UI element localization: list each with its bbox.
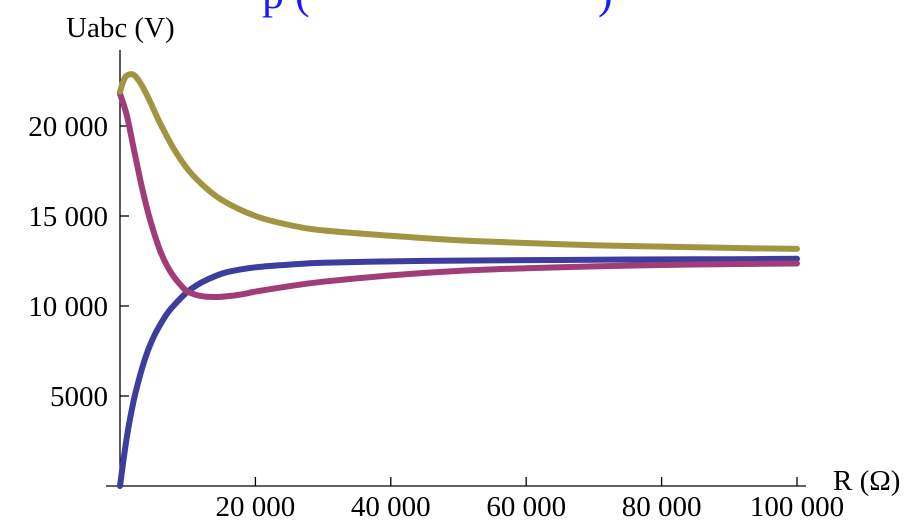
header-fragment-right: ) — [598, 0, 613, 18]
ticks: 20 000 40 000 60 000 80 000 100 000 5000 10 00… — [28, 111, 844, 523]
x-axis-title: R (Ω) — [833, 465, 900, 497]
series-line-blue — [117, 255, 800, 489]
series-line-olive — [117, 71, 800, 252]
y-tick-label: 10 000 — [28, 291, 108, 323]
series-layer — [117, 71, 800, 489]
x-tick-label: 40 000 — [351, 491, 431, 523]
y-tick-label: 15 000 — [28, 201, 108, 233]
series-line-magenta — [117, 90, 800, 300]
x-tick-label: 20 000 — [216, 491, 296, 523]
y-tick-label: 5000 — [50, 381, 108, 413]
y-axis-title: Uabc (V) — [66, 12, 175, 44]
y-tick-label: 20 000 — [28, 111, 108, 143]
x-tick-label: 80 000 — [622, 491, 702, 523]
header-fragment: p ( — [262, 0, 310, 18]
x-tick-label: 60 000 — [486, 491, 566, 523]
x-tick-label: 100 000 — [750, 491, 844, 523]
